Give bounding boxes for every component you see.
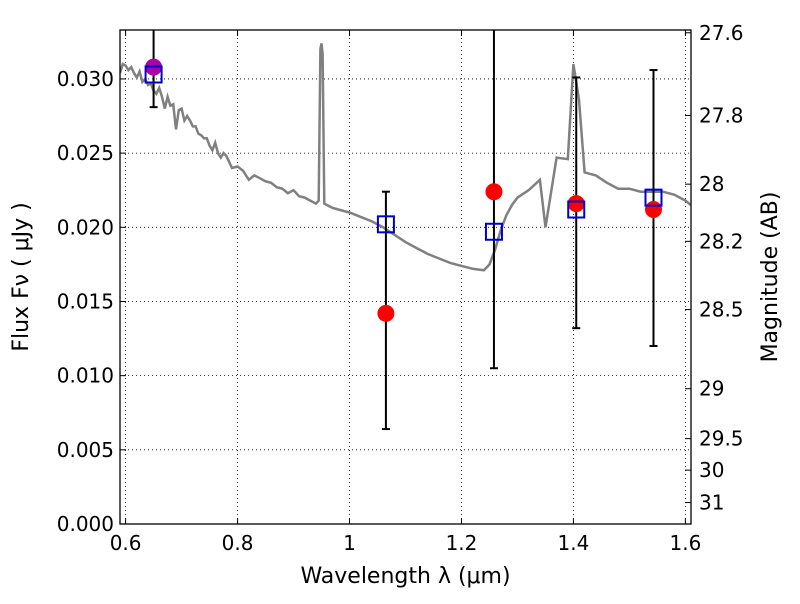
y-tick-label: 0.030 [57,67,114,91]
y-tick-label: 0.000 [57,512,114,536]
y-axis-title: Flux Fν ( μJy ) [9,202,34,351]
model-spectrum-line [120,43,691,272]
error-bars [149,30,658,431]
data-point-circle [485,183,503,201]
right-tick-label: 30 [699,458,724,482]
data-point-square [644,188,663,207]
x-tick-label: 1.2 [446,531,478,555]
x-axis-title: Wavelength λ (μm) [300,564,510,589]
right-tick-label: 28.2 [699,229,744,253]
model-spectrum-layer [120,43,691,272]
right-axis-title: Magnitude (AB) [758,192,783,363]
right-tick-label: 27.6 [699,21,744,45]
right-tick-label: 28 [699,172,724,196]
right-tick-label: 28.5 [699,298,744,322]
y-tick-label: 0.020 [57,215,114,239]
y-tick-label: 0.005 [57,438,114,462]
right-tick-label: 29 [699,377,724,401]
y-tick-label: 0.015 [57,289,114,313]
data-point-circle [377,304,395,322]
right-tick-label: 27.8 [699,103,744,127]
data-markers [144,58,663,322]
x-tick-label: 1.6 [669,531,701,555]
data-point-square [484,222,503,241]
data-point-square [567,200,586,219]
grid [120,30,691,525]
x-tick-label: 1.4 [558,531,590,555]
right-tick-label: 31 [699,491,724,515]
data-point-square [376,215,395,234]
x-tick-label: 0.8 [222,531,254,555]
ticks: 0.6 0.8 1 1.2 1.4 1.6 0.000 0.005 0.010 0.015 0.02… [57,21,744,555]
y-tick-label: 0.025 [57,141,114,165]
x-tick-label: 0.6 [110,531,142,555]
y-tick-label: 0.010 [57,364,114,388]
plot-frame [119,29,692,525]
data-point-circle [567,195,585,213]
data-point-square [144,65,163,84]
data-point-circle [644,201,662,219]
right-tick-label: 29.5 [699,427,744,451]
x-tick-label: 1 [343,531,356,555]
